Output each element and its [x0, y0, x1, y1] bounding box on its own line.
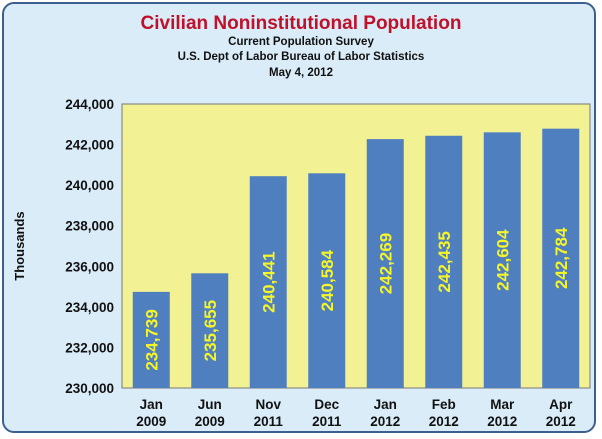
bar — [366, 139, 404, 388]
x-tick-label-month: Jan — [140, 397, 163, 412]
chart-subtitle-line-3: May 4, 2012 — [269, 67, 333, 79]
x-tick-label-year: 2012 — [487, 414, 517, 429]
bar — [191, 273, 229, 388]
y-axis-label: Thousands — [12, 211, 27, 280]
x-tick-label-month: Dec — [314, 397, 339, 412]
x-tick-label-year: 2009 — [195, 414, 225, 429]
x-tick-label-month: Nov — [255, 397, 281, 412]
bar — [425, 135, 463, 388]
bar — [132, 291, 170, 388]
x-tick-label-month: Jun — [198, 397, 222, 412]
bar-data-label: 240,441 — [259, 251, 278, 312]
x-tick-label-month: Mar — [490, 397, 515, 412]
bar — [249, 176, 287, 388]
bar-data-label: 234,739 — [142, 309, 161, 370]
bar-chart: Civilian Noninstitutional Population Cur… — [12, 13, 591, 429]
y-tick-label: 240,000 — [65, 178, 114, 193]
bar-data-label: 242,269 — [376, 233, 395, 294]
bar-data-label: 242,435 — [435, 231, 454, 292]
x-tick-label-year: 2012 — [429, 414, 459, 429]
bar — [483, 132, 521, 388]
y-tick-label: 236,000 — [65, 259, 114, 274]
y-tick-label: 234,000 — [65, 300, 114, 315]
x-tick-label-year: 2012 — [370, 414, 400, 429]
y-tick-label: 242,000 — [65, 138, 114, 153]
bar-data-label: 240,584 — [318, 249, 337, 311]
bar-data-label: 242,604 — [493, 229, 512, 291]
chart-subtitle-line-2: U.S. Dept of Labor Bureau of Labor Stati… — [178, 51, 425, 63]
x-tick-label-year: 2011 — [254, 414, 284, 429]
bar-data-label: 242,784 — [552, 227, 571, 289]
chart-marks: 244,000 242,000 240,000 238,000 236,000 234,0… — [65, 97, 580, 429]
y-tick-label: 232,000 — [65, 340, 114, 355]
bar — [308, 173, 346, 388]
y-tick-label: 244,000 — [65, 97, 114, 112]
bar — [542, 128, 580, 388]
x-tick-label-year: 2009 — [136, 414, 166, 429]
bar-data-label: 235,655 — [201, 300, 220, 361]
x-tick-label-month: Feb — [432, 397, 456, 412]
x-tick-label-month: Apr — [549, 397, 573, 412]
chart-frame: Civilian Noninstitutional Population Cur… — [2, 2, 596, 433]
chart-subtitle-line-1: Current Population Survey — [228, 36, 374, 48]
x-tick-label-year: 2012 — [546, 414, 576, 429]
y-tick-label: 238,000 — [65, 219, 114, 234]
x-tick-label-year: 2011 — [312, 414, 342, 429]
chart-title: Civilian Noninstitutional Population — [141, 13, 462, 34]
x-tick-label-month: Jan — [374, 397, 397, 412]
y-tick-label: 230,000 — [65, 381, 114, 396]
